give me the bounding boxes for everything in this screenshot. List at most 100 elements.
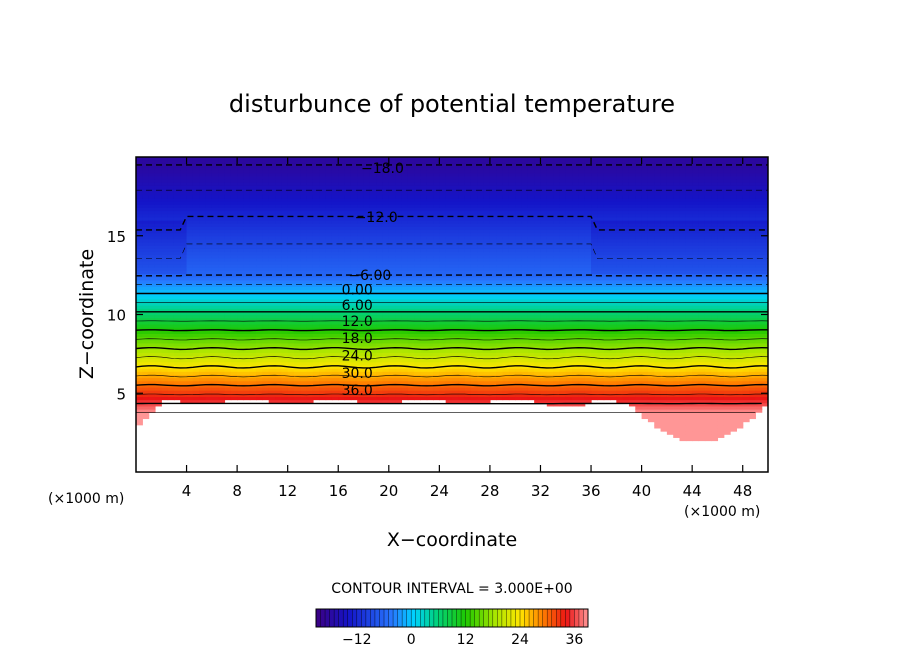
field-cell <box>363 267 371 271</box>
field-cell <box>192 308 200 312</box>
field-cell <box>388 279 396 284</box>
field-cell <box>211 160 219 164</box>
field-cell <box>243 361 251 366</box>
field-cell <box>275 342 282 347</box>
field-cell <box>224 191 232 196</box>
field-cell <box>142 172 150 177</box>
field-cell <box>186 270 194 275</box>
field-cell <box>136 210 143 215</box>
field-cell <box>489 368 497 372</box>
field-cell <box>167 229 175 234</box>
field-cell <box>237 368 245 372</box>
field-cell <box>420 279 428 284</box>
field-cell <box>483 204 491 208</box>
field-cell <box>294 339 301 344</box>
field-cell <box>154 191 162 196</box>
field-cell <box>414 390 421 394</box>
field-cell <box>199 336 207 341</box>
field-cell <box>161 197 169 202</box>
field-cell <box>306 314 314 319</box>
field-cell <box>458 169 466 174</box>
field-cell <box>136 311 143 316</box>
field-cell <box>205 336 213 341</box>
field-cell <box>243 166 251 171</box>
field-cell <box>464 358 472 363</box>
field-cell <box>148 317 156 322</box>
field-cell <box>452 295 459 300</box>
field-cell <box>502 396 510 401</box>
field-cell <box>281 169 289 174</box>
field-cell <box>395 386 403 391</box>
field-cell <box>268 245 276 249</box>
field-cell <box>142 361 150 366</box>
field-cell <box>357 377 365 382</box>
field-cell <box>281 213 289 218</box>
field-cell <box>414 361 421 366</box>
field-cell <box>230 213 238 218</box>
field-cell <box>477 169 485 174</box>
field-cell <box>268 197 276 202</box>
field-cell <box>218 383 226 388</box>
field-cell <box>376 254 384 259</box>
field-cell <box>382 169 390 174</box>
field-cell <box>218 232 226 237</box>
field-cell <box>350 295 358 300</box>
field-cell <box>205 352 213 357</box>
field-cell <box>142 157 150 161</box>
field-cell <box>376 166 384 171</box>
field-cell <box>275 245 282 249</box>
field-cell <box>275 160 282 164</box>
field-cell <box>199 320 207 325</box>
field-cell <box>192 207 200 212</box>
field-cell <box>186 295 194 300</box>
field-cell <box>489 264 497 268</box>
field-cell <box>350 336 358 341</box>
field-cell <box>218 260 226 265</box>
field-cell <box>262 207 270 212</box>
field-cell <box>161 323 169 328</box>
field-cell <box>527 279 535 284</box>
field-cell <box>395 238 403 243</box>
field-cell <box>331 317 339 322</box>
field-cell <box>508 235 516 240</box>
field-cell <box>312 238 320 243</box>
field-cell <box>173 276 181 281</box>
field-cell <box>414 220 421 224</box>
field-cell <box>502 371 510 375</box>
field-cell <box>230 320 238 325</box>
field-cell <box>306 336 314 341</box>
field-cell <box>136 320 143 325</box>
field-cell <box>338 390 346 394</box>
field-cell <box>319 204 327 208</box>
field-cell <box>496 298 504 303</box>
field-cell <box>312 229 320 234</box>
field-cell <box>338 254 346 259</box>
field-cell <box>382 238 390 243</box>
field-cell <box>211 286 219 290</box>
field-cell <box>300 248 308 253</box>
field-cell <box>211 355 219 360</box>
field-cell <box>205 289 213 294</box>
field-cell <box>477 185 485 190</box>
field-cell <box>496 223 504 227</box>
field-cell <box>312 276 320 281</box>
field-cell <box>148 298 156 303</box>
field-cell <box>312 327 320 331</box>
field-cell <box>148 323 156 328</box>
field-cell <box>161 286 169 290</box>
field-cell <box>458 232 466 237</box>
field-cell <box>211 283 219 287</box>
field-cell <box>401 235 409 240</box>
field-cell <box>489 390 497 394</box>
field-cell <box>388 349 396 353</box>
field-cell <box>439 305 447 309</box>
field-cell <box>287 320 295 325</box>
field-cell <box>275 270 282 275</box>
field-cell <box>357 229 365 234</box>
field-cell <box>325 390 333 394</box>
field-cell <box>256 311 263 316</box>
field-cell <box>224 355 232 360</box>
field-cell <box>287 223 295 227</box>
field-cell <box>445 361 453 366</box>
field-cell <box>515 276 523 281</box>
